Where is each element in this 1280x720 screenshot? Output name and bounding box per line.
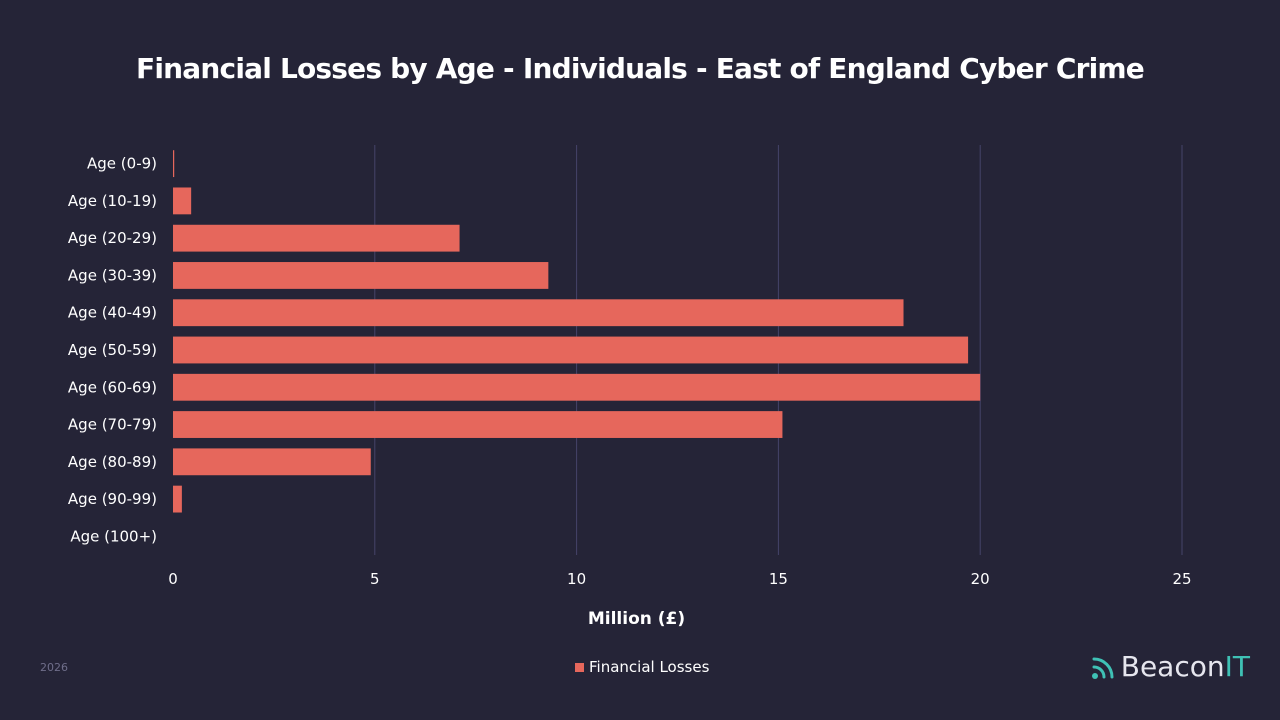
y-tick-label: Age (90-99) (68, 490, 157, 508)
y-tick-label: Age (40-49) (68, 304, 157, 322)
y-tick-label: Age (50-59) (68, 341, 157, 359)
legend: Financial Losses (575, 658, 709, 676)
brand-logo: Beacon IT (1091, 650, 1250, 683)
footer-year: 2026 (40, 661, 68, 674)
bar (173, 299, 904, 327)
bar (173, 448, 371, 476)
x-tick-label: 25 (1172, 570, 1191, 588)
x-tick-label: 15 (769, 570, 788, 588)
logo-accent: IT (1224, 650, 1250, 683)
y-tick-label: Age (60-69) (68, 378, 157, 396)
logo-text: Beacon (1120, 650, 1225, 683)
x-axis-label: Million (£) (588, 609, 685, 629)
x-tick-label: 20 (971, 570, 990, 588)
y-tick-label: Age (100+) (70, 527, 157, 545)
y-tick-label: Age (30-39) (68, 266, 157, 284)
x-tick-label: 5 (370, 570, 380, 588)
y-tick-label: Age (0-9) (87, 155, 157, 173)
legend-swatch (575, 662, 584, 672)
bar (173, 485, 182, 513)
legend-label: Financial Losses (589, 658, 710, 676)
chart-title: Financial Losses by Age - Individuals - … (136, 52, 1145, 85)
bar (173, 187, 192, 215)
y-tick-label: Age (20-29) (68, 229, 157, 247)
bar (173, 336, 969, 364)
bar (173, 150, 175, 178)
bar (173, 262, 549, 289)
y-tick-label: Age (70-79) (68, 416, 157, 434)
y-tick-label: Age (80-89) (68, 453, 157, 471)
bar (173, 411, 783, 438)
bar (173, 224, 460, 252)
signal-waves-icon (1091, 657, 1114, 679)
y-tick-label: Age (10-19) (68, 192, 157, 210)
x-tick-label: 0 (168, 570, 178, 588)
bar (173, 373, 981, 401)
x-tick-label: 10 (567, 570, 586, 588)
